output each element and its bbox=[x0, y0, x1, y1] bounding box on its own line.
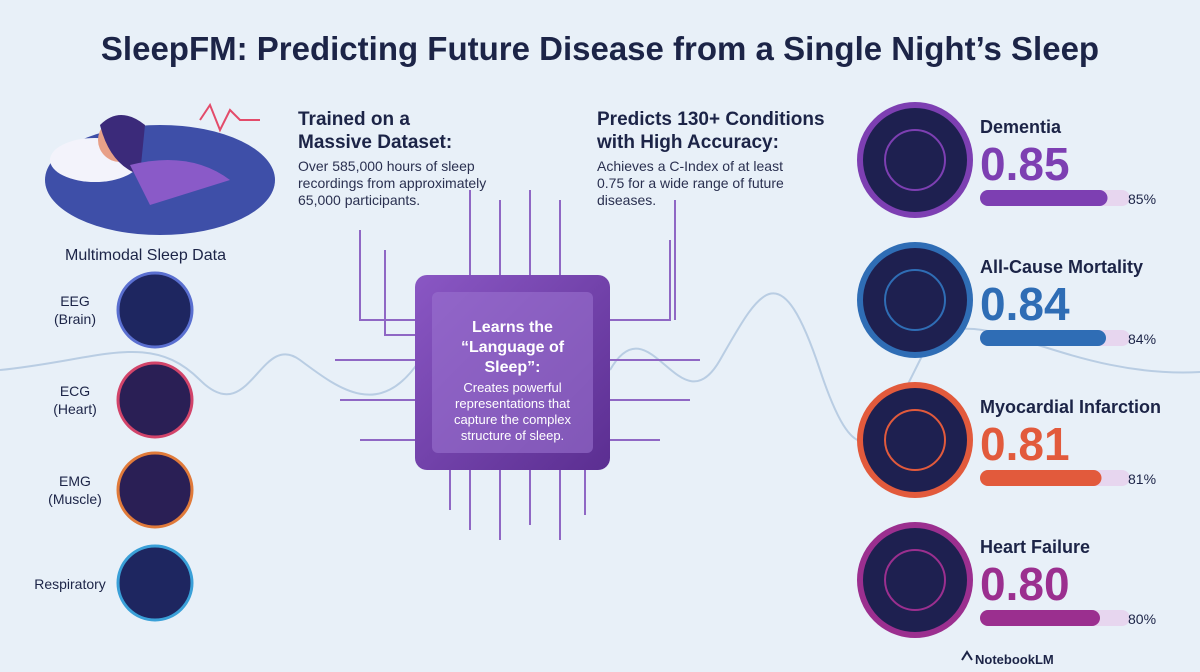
result-icon-inner bbox=[884, 129, 946, 191]
dataset-text: Over 585,000 hours of sleep recordings f… bbox=[298, 158, 487, 208]
result-icon bbox=[857, 382, 973, 498]
score-bar bbox=[980, 190, 1108, 206]
dataset-block: Trained on a Massive Dataset: Over 585,0… bbox=[298, 108, 488, 209]
result-percent: 81% bbox=[1128, 471, 1157, 487]
sleep-illustration bbox=[45, 102, 275, 235]
modality-name: EMG bbox=[59, 473, 91, 489]
result-percent: 85% bbox=[1128, 191, 1157, 207]
result-score: 0.80 bbox=[980, 558, 1070, 610]
result-icon-inner bbox=[884, 409, 946, 471]
result-score: 0.81 bbox=[980, 418, 1070, 470]
chip bbox=[335, 190, 700, 540]
chip-text: Creates powerful representations that ca… bbox=[453, 380, 572, 443]
result-icon bbox=[857, 522, 973, 638]
result-score: 0.84 bbox=[980, 278, 1070, 330]
score-bar bbox=[980, 610, 1100, 626]
dataset-heading: Trained on a Massive Dataset: bbox=[298, 109, 453, 153]
title: SleepFM: Predicting Future Disease from … bbox=[100, 30, 1100, 67]
predicts-text: Achieves a C-Index of at least 0.75 for … bbox=[597, 158, 784, 208]
result-icon-inner bbox=[884, 269, 946, 331]
modality-sublabel: (Heart) bbox=[53, 401, 97, 417]
modality-label: EMG (Muscle) bbox=[30, 472, 120, 508]
result-icon-inner bbox=[884, 549, 946, 611]
modality-label: ECG (Heart) bbox=[30, 382, 120, 418]
result-name: Myocardial Infarction bbox=[980, 397, 1162, 417]
predicts-heading: Predicts 130+ Conditions with High Accur… bbox=[597, 109, 825, 153]
score-bar bbox=[980, 470, 1102, 486]
chip-block: Learns the “Language of Sleep”: Creates … bbox=[440, 318, 585, 444]
score-bar bbox=[980, 330, 1106, 346]
chip-heading: Learns the “Language of Sleep”: bbox=[460, 319, 565, 376]
modalities-heading: Multimodal Sleep Data bbox=[65, 247, 226, 264]
modality-icons bbox=[116, 271, 194, 622]
result-percent: 80% bbox=[1128, 611, 1157, 627]
result-percent: 84% bbox=[1128, 331, 1157, 347]
result-icon bbox=[857, 102, 973, 218]
modality-label: Respiratory bbox=[25, 575, 115, 593]
result-name: Dementia bbox=[980, 117, 1062, 137]
modality-sublabel: (Muscle) bbox=[48, 491, 102, 507]
predicts-block: Predicts 130+ Conditions with High Accur… bbox=[597, 108, 837, 209]
result-icon bbox=[857, 242, 973, 358]
result-score: 0.85 bbox=[980, 138, 1070, 190]
result-name: Heart Failure bbox=[980, 537, 1091, 557]
result-name: All-Cause Mortality bbox=[980, 257, 1144, 277]
footer: NotebookLM bbox=[975, 652, 1054, 667]
modality-name: ECG bbox=[59, 383, 91, 399]
modality-name: EEG bbox=[60, 293, 90, 309]
modality-label: EEG (Brain) bbox=[30, 292, 120, 328]
modality-name: Respiratory bbox=[34, 576, 106, 592]
footer-logo bbox=[961, 650, 973, 661]
modality-sublabel: (Brain) bbox=[53, 311, 96, 327]
